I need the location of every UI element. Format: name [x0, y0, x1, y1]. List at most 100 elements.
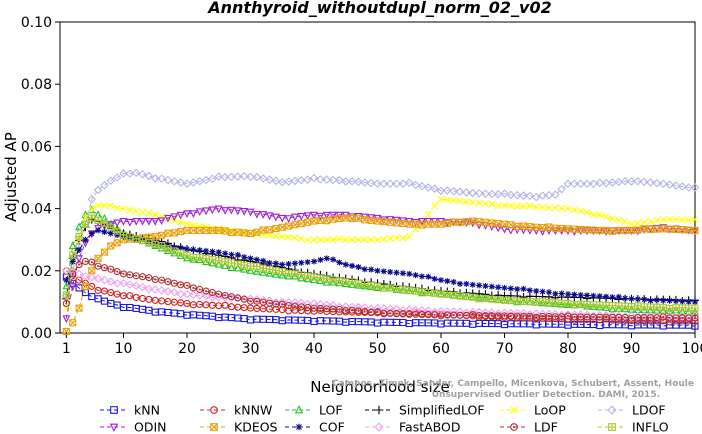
data-point [94, 262, 102, 270]
data-point [221, 207, 229, 215]
legend-label: LOF [319, 403, 343, 418]
data-point [247, 255, 254, 262]
data-point [113, 227, 121, 235]
data-point [493, 190, 503, 199]
data-point [82, 236, 89, 243]
data-point [309, 173, 319, 183]
data-point [277, 177, 287, 187]
data-point [349, 262, 356, 269]
data-point [310, 236, 318, 244]
legend-item-ldf: LDF [500, 420, 558, 434]
data-point [176, 178, 185, 187]
data-point [430, 184, 439, 193]
data-point [132, 207, 140, 215]
data-point [202, 254, 210, 263]
data-point [294, 404, 304, 414]
data-point [87, 194, 97, 204]
data-point [361, 266, 368, 273]
data-point [367, 236, 375, 244]
data-point [576, 310, 585, 319]
data-point [590, 292, 597, 299]
data-point [510, 423, 518, 431]
data-point [685, 298, 692, 305]
data-point [614, 311, 624, 320]
data-point [189, 254, 198, 263]
data-point [607, 405, 617, 415]
data-point [241, 254, 248, 261]
data-point [417, 181, 427, 191]
data-point [660, 297, 667, 304]
data-point [691, 216, 699, 223]
data-point [583, 208, 591, 216]
data-point [94, 202, 102, 209]
data-point [341, 177, 351, 186]
data-point [520, 203, 527, 210]
data-point [252, 172, 262, 182]
data-point [633, 311, 643, 321]
data-point [74, 269, 84, 279]
data-point [425, 273, 432, 280]
data-point [164, 246, 172, 254]
data-point [177, 218, 185, 226]
data-point [628, 220, 635, 228]
data-point [658, 179, 668, 188]
data-point [303, 212, 312, 221]
data-point [95, 227, 102, 234]
data-point [126, 206, 134, 214]
legend-label: ODIN [134, 420, 167, 434]
data-point [463, 280, 470, 287]
data-point [202, 207, 210, 216]
data-point [380, 268, 387, 275]
data-point [106, 176, 116, 185]
data-point [271, 297, 281, 307]
data-point [265, 268, 274, 277]
data-point [545, 227, 553, 236]
data-point [329, 215, 337, 223]
data-point [341, 279, 350, 288]
data-point [627, 303, 636, 311]
data-point [406, 270, 413, 277]
data-point [374, 405, 384, 415]
data-point [201, 291, 211, 301]
data-point [253, 230, 261, 238]
data-point [304, 259, 311, 266]
data-point [354, 280, 363, 289]
data-point [150, 285, 160, 294]
chart-title: Annthyroid_withoutdupl_norm_02_v02 [206, 0, 551, 17]
data-point [100, 264, 108, 272]
data-point [374, 236, 381, 244]
data-point [265, 175, 274, 184]
legend-item-fastabod: FastABOD [365, 420, 461, 434]
data-point [170, 176, 179, 186]
data-point [323, 236, 331, 244]
data-point [609, 294, 616, 301]
data-point [690, 183, 700, 192]
data-point [298, 259, 305, 266]
data-point [68, 241, 77, 249]
data-point [583, 300, 591, 308]
data-point [183, 210, 191, 218]
data-point [393, 234, 400, 242]
data-point [227, 263, 236, 272]
data-point [557, 299, 566, 308]
watermark-line-1: Campos, Zimek, Sander, Campello, Micenko… [332, 379, 694, 389]
data-point [183, 220, 191, 228]
data-point [436, 306, 446, 316]
y-axis-label: Adjusted AP [2, 132, 20, 222]
data-point [615, 217, 623, 224]
data-point [157, 286, 166, 295]
data-point [659, 216, 667, 223]
data-point [501, 284, 508, 291]
data-point [240, 295, 248, 303]
data-point [335, 176, 344, 185]
data-point [101, 202, 108, 209]
legend-item-lof: LOF [285, 403, 343, 418]
data-point [88, 258, 96, 266]
data-point [139, 208, 146, 216]
data-point [138, 282, 147, 292]
data-point [507, 285, 514, 292]
data-point [114, 232, 121, 239]
data-point [620, 176, 630, 186]
data-point [184, 246, 190, 253]
